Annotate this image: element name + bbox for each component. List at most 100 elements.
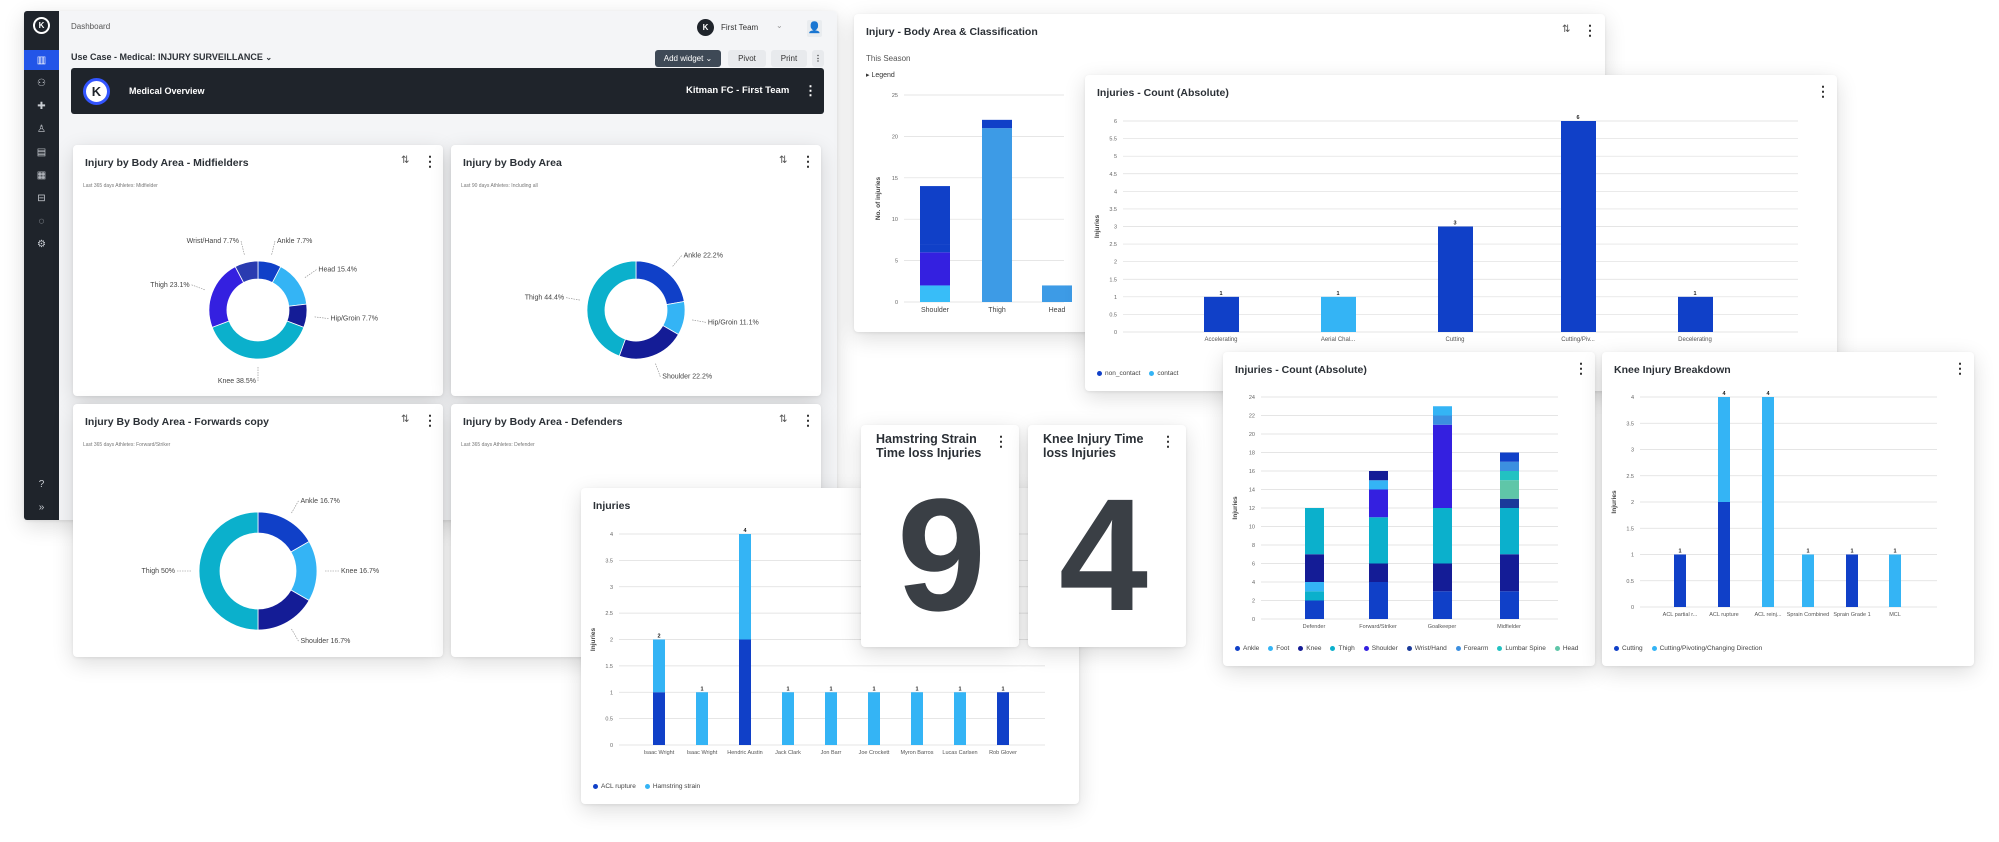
legend-swatch xyxy=(1149,371,1155,376)
team-avatar[interactable]: K xyxy=(697,19,714,36)
x-tick-label: Midfielder xyxy=(1497,624,1521,630)
bar-segment xyxy=(1500,554,1519,592)
medical-icon[interactable]: ✚ xyxy=(37,100,46,112)
y-tick-label: 3.5 xyxy=(605,558,613,564)
sort-icon[interactable]: ⇅ xyxy=(401,414,410,425)
legend-item[interactable]: Cutting xyxy=(1614,645,1643,652)
user-avatar[interactable]: 👤 xyxy=(807,20,822,37)
sort-icon[interactable]: ⇅ xyxy=(401,155,410,166)
add-widget-button[interactable]: Add widget ⌄ xyxy=(655,50,721,67)
sort-icon[interactable]: ⇅ xyxy=(779,155,788,166)
legend-label: Cutting/Pivoting/Changing Direction xyxy=(1659,645,1763,652)
y-tick-label: 4 xyxy=(1252,580,1255,586)
print-button[interactable]: Print xyxy=(771,50,807,67)
y-tick-label: 1 xyxy=(1114,295,1117,301)
chat-icon[interactable]: ◌ xyxy=(38,215,45,227)
data-label: 1 xyxy=(872,686,875,692)
widget-hamstring-kpi: Hamstring Strain Time loss Injuries ⋮ 9 xyxy=(861,425,1019,647)
donut-slice xyxy=(211,320,305,360)
widget-filter: Last 365 days Athletes: Defender xyxy=(461,442,535,448)
legend-swatch xyxy=(1097,371,1102,376)
x-tick-label: Head xyxy=(1049,307,1066,314)
settings-icon[interactable]: ⚙ xyxy=(37,238,46,250)
bar-segment xyxy=(1369,471,1388,481)
x-tick-label: Sprain Combined xyxy=(1787,612,1830,618)
legend-item[interactable]: Ankle xyxy=(1235,645,1259,652)
app-logo[interactable]: K xyxy=(33,17,50,34)
data-label: 4 xyxy=(1766,391,1770,397)
bar-segment xyxy=(1433,591,1452,619)
legend-toggle[interactable]: ▸ Legend xyxy=(866,72,895,79)
more-options-icon[interactable]: ⋮ xyxy=(812,50,824,67)
help-icon[interactable]: ? xyxy=(38,478,45,490)
legend-swatch xyxy=(1363,646,1369,651)
legend-item[interactable]: contact xyxy=(1149,370,1178,377)
stacked-bar-chart: 25 20 15 10 5 0 No. of injuries Shoulder Thigh He… xyxy=(875,93,1072,314)
expand-icon[interactable]: » xyxy=(38,501,45,513)
donut-label: Hip/Groin 7.7% xyxy=(330,316,377,323)
legend-swatch xyxy=(1651,646,1657,651)
donut-chart: Ankle 7.7% Head 15.4% Hip/Groin 7.7% Knee 3… xyxy=(150,238,378,385)
x-tick-label: ACL reinj... xyxy=(1754,612,1781,618)
legend-label: Shoulder xyxy=(1371,645,1398,652)
legend-item[interactable]: Knee xyxy=(1298,645,1321,652)
legend-item[interactable]: Shoulder xyxy=(1363,645,1398,652)
dashboard-title-text: Use Case - Medical: INJURY SURVEILLANCE xyxy=(71,52,263,62)
clipboard-icon[interactable]: ▤ xyxy=(36,146,47,158)
x-tick-label: MCL xyxy=(1889,612,1901,618)
legend-swatch xyxy=(1614,646,1619,651)
data-label: 1 xyxy=(1001,686,1004,692)
legend-item[interactable]: Cutting/Pivoting/Changing Direction xyxy=(1651,645,1763,652)
widget-count-position: Injuries - Count (Absolute) ⋮ 24 22 20 18 16… xyxy=(1223,352,1595,666)
legend-item[interactable]: non_contact xyxy=(1097,370,1140,377)
x-tick-label: Rob Glover xyxy=(989,750,1017,756)
team-selector[interactable]: First Team xyxy=(721,23,759,32)
person-icon[interactable]: ♙ xyxy=(37,123,46,135)
legend-item[interactable]: Lumbar Spine xyxy=(1497,645,1546,652)
sort-icon[interactable]: ⇅ xyxy=(1562,24,1571,35)
label-leader xyxy=(291,628,299,642)
y-tick-label: 1.5 xyxy=(1626,526,1634,532)
chart-legend: non_contact contact xyxy=(1097,370,1178,377)
calendar-icon[interactable]: ▦ xyxy=(36,169,47,181)
legend-item[interactable]: Thigh xyxy=(1330,645,1355,652)
widget-kebab-icon[interactable]: ⋮ xyxy=(994,433,1008,449)
y-tick-label: 6 xyxy=(1252,562,1255,568)
header-banner: K Medical Overview Kitman FC - First Tea… xyxy=(71,68,824,114)
widget-kebab-icon[interactable]: ⋮ xyxy=(1161,433,1175,449)
y-tick-label: 22 xyxy=(1249,414,1255,420)
y-tick-label: 0.5 xyxy=(605,717,613,723)
bar-segment xyxy=(1718,502,1730,607)
legend-item[interactable]: ACL rupture xyxy=(593,783,636,790)
breadcrumb[interactable]: Dashboard xyxy=(71,22,111,31)
legend-item[interactable]: Foot xyxy=(1268,645,1289,652)
bar-segment xyxy=(920,244,950,253)
kpi-title: Hamstring Strain Time loss Injuries xyxy=(876,432,982,460)
legend-item[interactable]: Head xyxy=(1554,645,1579,652)
donut-slice xyxy=(618,324,679,360)
chevron-down-icon[interactable]: ⌄ xyxy=(776,21,783,30)
bar-segment xyxy=(1369,517,1388,564)
legend-item[interactable]: Wrist/Hand xyxy=(1406,645,1447,652)
legend-item[interactable]: Forearm xyxy=(1455,645,1488,652)
dashboard-title[interactable]: Use Case - Medical: INJURY SURVEILLANCE … xyxy=(71,52,272,62)
y-tick-label: 3 xyxy=(610,585,613,591)
legend-item[interactable]: Hamstring strain xyxy=(644,783,700,790)
sort-icon[interactable]: ⇅ xyxy=(779,414,788,425)
data-label: 4 xyxy=(1722,391,1726,397)
bar-segment xyxy=(997,692,1009,745)
bar-segment xyxy=(1674,554,1686,607)
banner-kebab-icon[interactable]: ⋮ xyxy=(804,83,817,98)
athletes-icon[interactable]: ⚇ xyxy=(37,77,46,89)
y-tick-label: 5 xyxy=(895,259,898,265)
bar-segment xyxy=(1433,406,1452,416)
bar-segment xyxy=(1305,508,1324,555)
widget-title: Injuries - Count (Absolute) xyxy=(1235,364,1367,376)
bar xyxy=(1561,121,1596,332)
widget-count-mechanism: Injuries - Count (Absolute) ⋮ 6 5.5 5 4.5 4 3… xyxy=(1085,75,1837,391)
pivot-button[interactable]: Pivot xyxy=(728,50,766,67)
legend-label: Head xyxy=(1562,645,1579,652)
inbox-icon[interactable]: ⊟ xyxy=(37,192,46,204)
bar-segment xyxy=(1802,554,1814,607)
analysis-icon[interactable]: ▥ xyxy=(24,50,59,70)
